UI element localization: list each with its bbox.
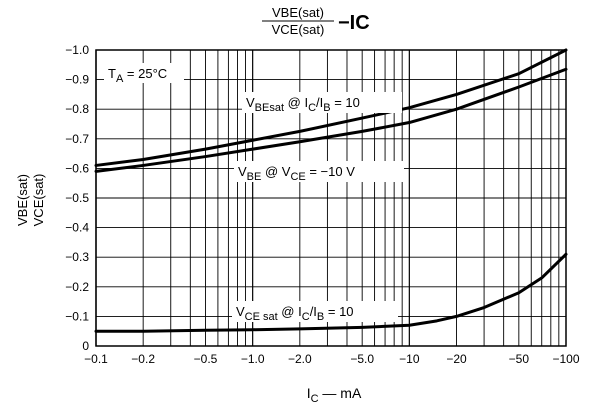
series-line-vbesat [94,48,568,167]
title-fraction-bottom: VCE(sat) [272,22,325,37]
x-axis-label-rest: — mA [319,385,362,401]
label-fragment: B [323,102,330,114]
label-fragment: CE sat [245,311,278,323]
label-fragment: C [302,311,310,323]
x-axis-label-sub: C [311,393,319,405]
title-suffix-sub: C [355,12,369,34]
y-tick-label: −0.9 [65,73,89,87]
x-tick-label: −50 [509,352,530,366]
label-fragment: = 10 [331,95,360,110]
label-fragment: /I [316,95,323,110]
annotation-vbe-text: VBE @ VCE = −10 V [238,164,355,183]
label-fragment: A [116,73,124,85]
label-fragment: = 25°C [123,66,167,81]
ambient-temperature-label: TA = 25°C [104,63,184,85]
y-tick-label: −0.8 [65,102,89,116]
x-tick-label: −0.1 [84,352,108,366]
ambient-temperature-background [104,63,184,83]
title-suffix-main: −I [338,12,355,34]
annotation-vbesat-text: VBEsat @ IC/IB = 10 [246,95,360,114]
x-tick-label: −0.2 [131,352,155,366]
annotation-vbe-background [234,161,404,182]
series-line-vbe [94,67,568,173]
label-fragment: /I [310,304,317,319]
title-suffix: −IC [338,12,370,34]
label-fragment: BEsat [255,102,284,114]
label-fragment: B [317,311,324,323]
x-axis-label: IC — mA [307,385,362,405]
y-tick-label: 0 [82,339,89,353]
x-tick-label: −100 [552,352,579,366]
x-tick-label: −5.0 [350,352,374,366]
y-tick-label: −0.4 [65,221,89,235]
label-fragment: = 10 [324,304,353,319]
x-tick-label: −2.0 [288,352,312,366]
y-axis-label: VBE(sat) VCE(sat) [15,174,46,227]
label-fragment: @ I [284,95,308,110]
x-tick-label: −0.5 [194,352,218,366]
annotation-vcesat-text: VCE sat @ IC/IB = 10 [236,304,354,323]
annotation-vbesat: VBEsat @ IC/IB = 10 [242,92,402,114]
label-fragment: @ I [278,304,302,319]
y-tick-label: −0.6 [65,161,89,175]
label-fragment: T [108,66,116,81]
label-fragment: CE [290,171,305,183]
label-fragment: V [238,164,247,179]
plot-frame [95,49,567,347]
series-line-vcesat [94,252,568,333]
label-fragment: = −10 V [306,164,355,179]
plot-border [95,49,567,347]
y-tick-label: −1.0 [65,43,89,57]
x-tick-label: −20 [446,352,467,366]
tick-labels: −1.0 −0.9 −0.8 −0.7 −0.6 −0.5 −0.4 −0.3 −0.2 −0.1… [65,43,580,366]
y-axis-label-line-1: VBE(sat) [15,174,30,226]
ambient-temperature-text: TA = 25°C [108,66,167,85]
x-tick-label: −10 [399,352,420,366]
y-tick-label: −0.1 [65,309,89,323]
y-tick-label: −0.3 [65,250,89,264]
y-tick-label: −0.2 [65,280,89,294]
label-fragment: BE [247,171,262,183]
label-fragment: @ V [261,164,290,179]
y-tick-label: −0.7 [65,132,89,146]
y-axis-label-line-2: VCE(sat) [31,174,46,227]
annotation-vbe: VBE @ VCE = −10 V [234,161,404,183]
y-tick-label: −0.5 [65,191,89,205]
x-tick-label: −1.0 [241,352,265,366]
annotation-vcesat: VCE sat @ IC/IB = 10 [232,301,398,323]
annotation-vbesat-background [242,92,402,113]
annotation-vcesat-background [232,301,398,322]
label-fragment: C [308,102,316,114]
title-fraction-top: VBE(sat) [272,5,324,20]
series-lines [94,48,568,333]
label-fragment: V [236,304,245,319]
x-axis-label-main: I [307,385,311,401]
chart-title: VBE(sat) VCE(sat) −IC [262,5,370,37]
label-fragment: V [246,95,255,110]
